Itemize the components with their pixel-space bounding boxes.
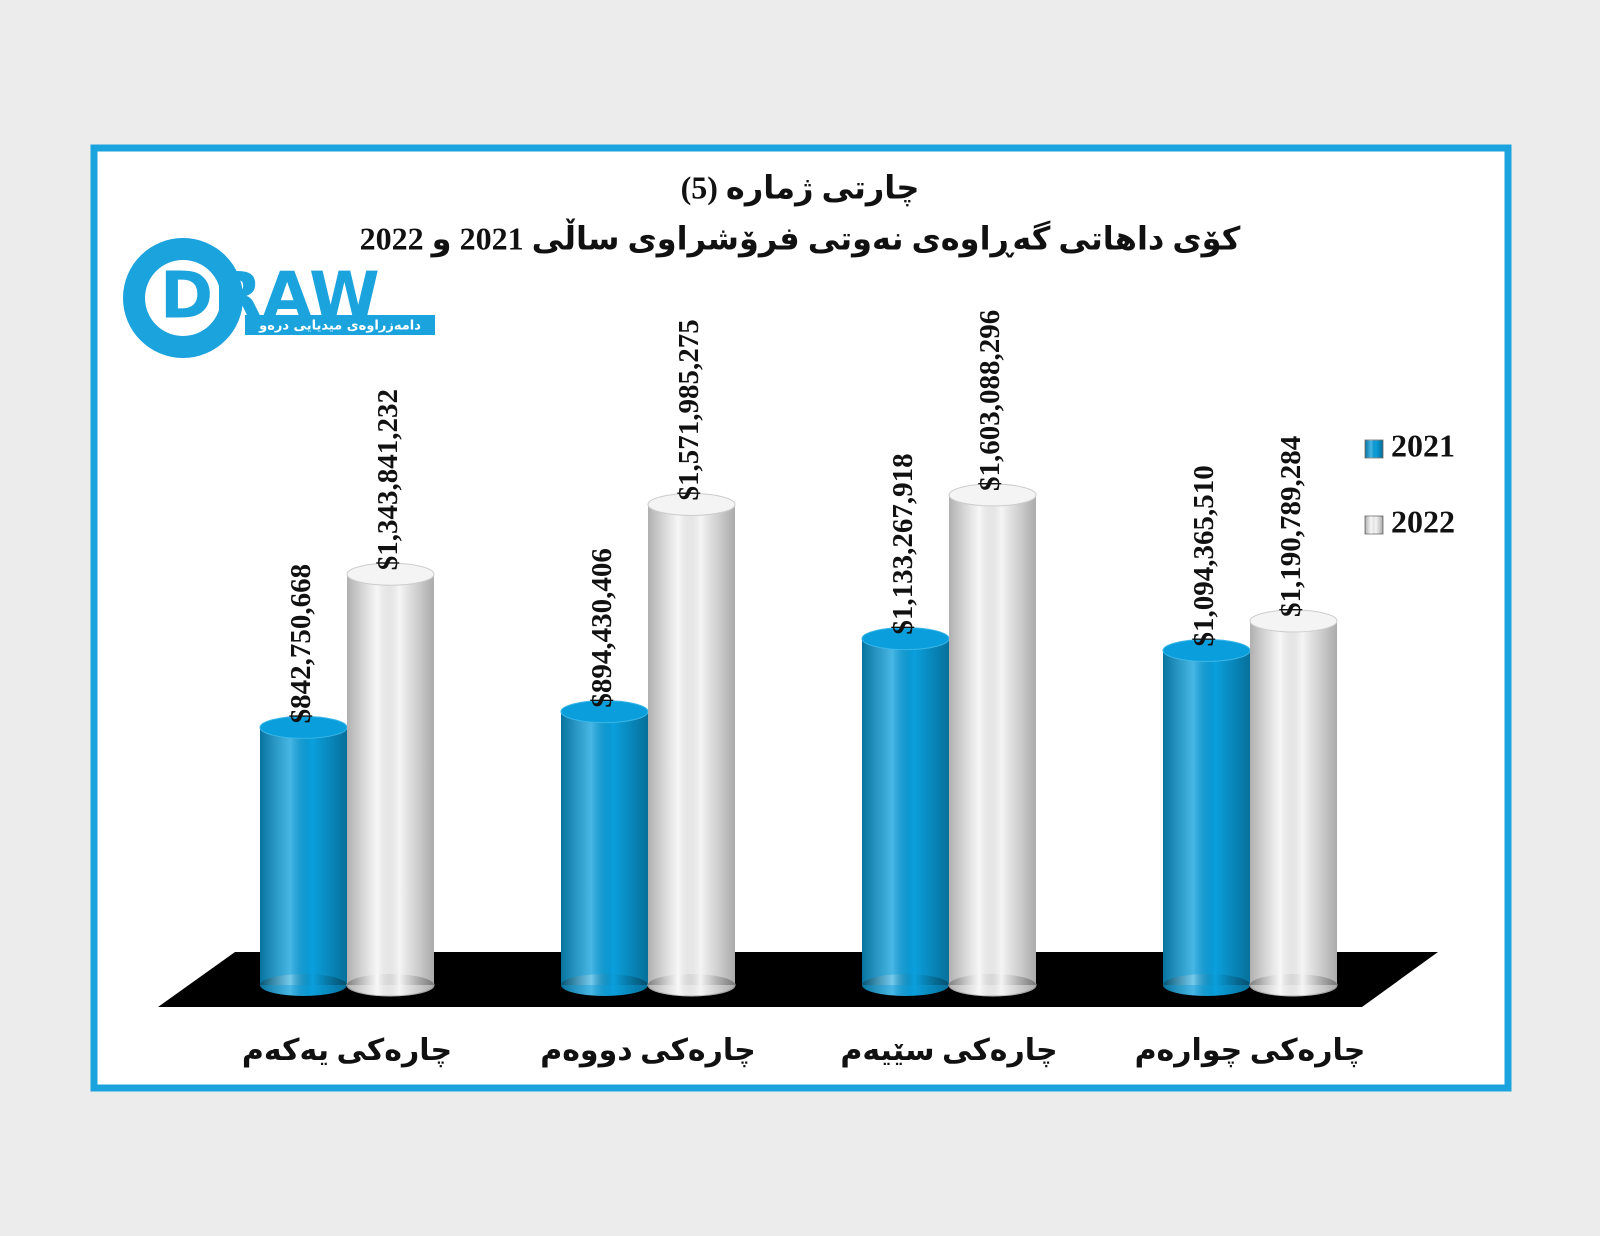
bar-top bbox=[948, 483, 1037, 507]
bar-shade bbox=[648, 504, 735, 985]
bar-bottom-shade bbox=[1250, 974, 1337, 996]
bar-shade bbox=[862, 638, 949, 985]
logo-inner bbox=[145, 260, 221, 336]
bar-shade bbox=[561, 711, 648, 985]
legend-swatch-shade bbox=[1365, 440, 1383, 458]
x-tick-label: چارەکی دووەم bbox=[540, 1034, 756, 1068]
bar-bottom-shade bbox=[260, 974, 347, 996]
legend-label: 2022 bbox=[1391, 503, 1455, 539]
logo: DRAW دامەزراوەی میدیایی درەو bbox=[123, 238, 435, 358]
value-label: $1,343,841,232 bbox=[372, 389, 404, 570]
bar-bottom-shade bbox=[648, 974, 735, 996]
bar-shade bbox=[260, 727, 347, 985]
logo-band bbox=[245, 315, 435, 335]
bar-shade bbox=[1163, 650, 1250, 985]
floor bbox=[158, 952, 1438, 1007]
chart-title: چارتی ژمارە (5) bbox=[681, 169, 920, 206]
bar-bottom-shade bbox=[561, 974, 648, 996]
value-label: $1,133,267,918 bbox=[887, 453, 919, 634]
bar-bottom-shade bbox=[1163, 974, 1250, 996]
bar-bottom-shade bbox=[862, 974, 949, 996]
legend-label: 2021 bbox=[1391, 427, 1455, 463]
x-tick-label: چارەکی چوارەم bbox=[1135, 1034, 1366, 1068]
x-tick-label: چارەکی یەکەم bbox=[242, 1034, 452, 1068]
bar-bottom-shade bbox=[347, 974, 434, 996]
legend-swatch-shade bbox=[1365, 516, 1383, 534]
value-label: $1,603,088,296 bbox=[974, 310, 1006, 491]
bar-shade bbox=[949, 495, 1036, 985]
logo-tagline: دامەزراوەی میدیایی درەو bbox=[258, 319, 421, 334]
bar-bottom-shade bbox=[949, 974, 1036, 996]
bar-shade bbox=[347, 574, 434, 985]
value-label: $1,094,365,510 bbox=[1188, 465, 1220, 646]
x-tick-label: چارەکی سێیەم bbox=[840, 1034, 1057, 1068]
bar-top bbox=[1249, 609, 1338, 633]
chart-subtitle: کۆی داهاتی گەڕاوەی نەوتی فرۆشراوی ساڵی 2… bbox=[360, 218, 1241, 257]
bar-top bbox=[346, 562, 435, 586]
bar-top bbox=[647, 493, 736, 517]
bar-shade bbox=[1250, 621, 1337, 985]
value-label: $842,750,668 bbox=[285, 564, 317, 724]
value-label: $1,571,985,275 bbox=[673, 319, 705, 500]
value-label: $1,190,789,284 bbox=[1275, 436, 1307, 617]
value-label: $894,430,406 bbox=[586, 548, 618, 708]
